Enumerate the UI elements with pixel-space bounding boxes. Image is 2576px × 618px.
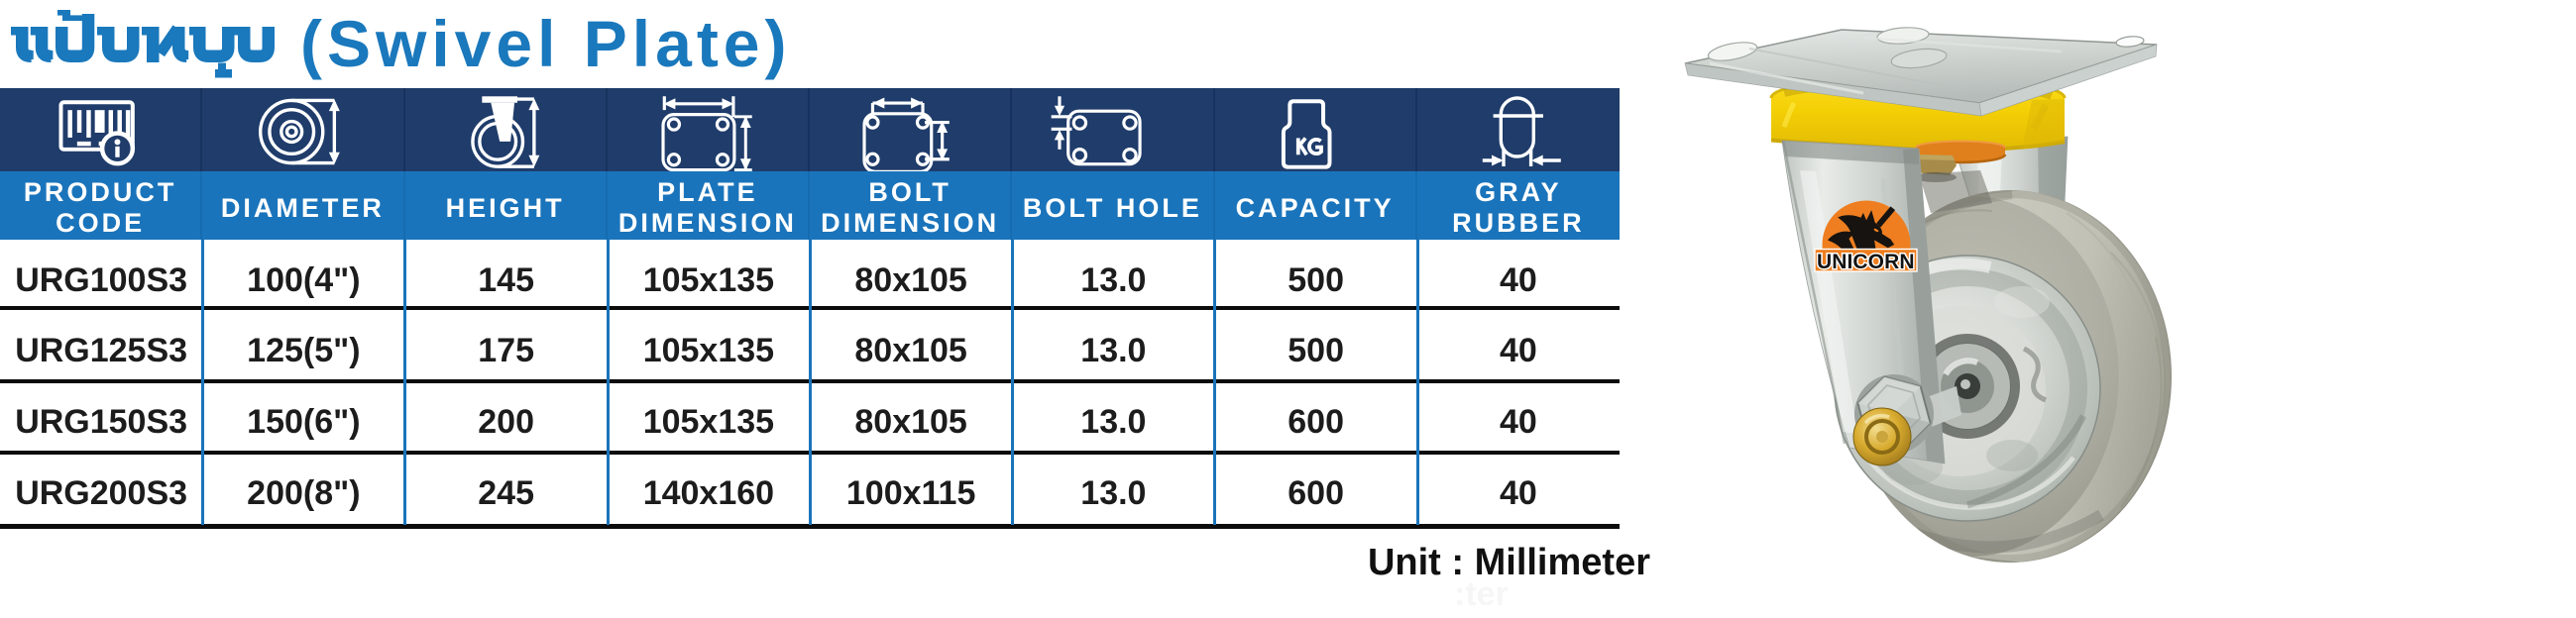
svg-text:UNICORN: UNICORN [1817, 251, 1915, 273]
svg-text:(Swivel Plate): (Swivel Plate) [300, 7, 792, 80]
